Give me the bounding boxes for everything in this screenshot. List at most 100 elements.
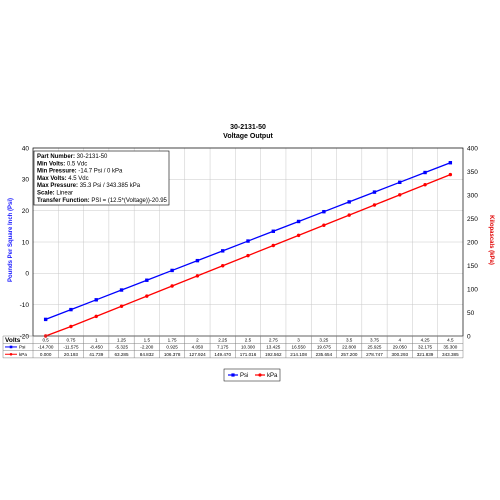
right-tick-label: 100 bbox=[467, 286, 478, 293]
table-cell: 257.200 bbox=[341, 352, 358, 357]
chart-subtitle: Voltage Output bbox=[223, 133, 273, 140]
table-cell: 41.739 bbox=[89, 352, 103, 357]
data-point-psi bbox=[423, 170, 427, 175]
left-tick-label: 20 bbox=[22, 208, 30, 215]
table-cell: 214.108 bbox=[290, 352, 307, 357]
data-table: Volts 0.5 0.75 1 1.25 1.5 1.75 2 2.25 2.5 2.75 3 3.2… bbox=[2, 335, 464, 359]
table-cell: 19.675 bbox=[317, 345, 331, 350]
x-tick-label: 3.5 bbox=[346, 337, 353, 342]
table-cell: 29.050 bbox=[393, 345, 407, 350]
left-tick-label: 10 bbox=[22, 239, 30, 246]
left-tick-label: 30 bbox=[22, 177, 30, 184]
info-value: 30-2131-50 bbox=[75, 154, 108, 160]
info-value: PSI = (12.5*(Voltage))-20.95 bbox=[90, 198, 168, 204]
table-cell: 16.550 bbox=[292, 345, 306, 350]
x-tick-label: 3.75 bbox=[370, 337, 379, 342]
table-cell: 171.016 bbox=[240, 352, 257, 357]
info-label: Min Pressure: bbox=[37, 169, 77, 175]
left-axis-ticks: -20 -10 0 10 20 30 40 bbox=[20, 145, 30, 340]
info-row: Scale: Linear bbox=[37, 191, 73, 197]
table-cell: 13.425 bbox=[266, 345, 280, 350]
legend-frame bbox=[223, 368, 281, 382]
data-point-kpa bbox=[448, 172, 453, 177]
table-cell: 278.747 bbox=[366, 352, 383, 357]
right-tick-label: 200 bbox=[467, 239, 478, 246]
x-axis-label: Volts bbox=[5, 337, 21, 344]
data-point-psi bbox=[296, 219, 301, 224]
data-point-psi bbox=[372, 190, 377, 194]
table-cell: 106.378 bbox=[164, 352, 181, 357]
left-tick-label: 0 bbox=[25, 271, 29, 278]
data-point-psi bbox=[94, 298, 98, 302]
info-label: Max Pressure: bbox=[37, 183, 78, 189]
info-label: Scale: bbox=[37, 191, 55, 197]
info-row: Max Volts: 4.5 Vdc bbox=[37, 176, 89, 182]
info-label: Transfer Function: bbox=[37, 198, 90, 204]
series-lines bbox=[43, 161, 453, 338]
table-cell: 149.470 bbox=[214, 352, 231, 357]
table-series-name: Psi bbox=[19, 345, 25, 350]
data-point-psi bbox=[347, 200, 351, 204]
table-cell: 63.285 bbox=[114, 352, 128, 357]
x-tick-label: 1.5 bbox=[144, 337, 151, 342]
data-point-kpa bbox=[94, 314, 98, 319]
data-point-psi bbox=[322, 209, 326, 214]
table-cell: 192.562 bbox=[265, 352, 282, 357]
left-tick-label: -10 bbox=[20, 302, 30, 309]
x-tick-label: 4.5 bbox=[447, 337, 454, 342]
right-tick-label: 350 bbox=[467, 169, 478, 176]
left-tick-label: -20 bbox=[20, 333, 30, 340]
chart-title: 30-2131-50 bbox=[230, 124, 266, 131]
data-point-psi bbox=[398, 180, 402, 185]
table-cell: 35.300 bbox=[443, 345, 457, 350]
info-row: Min Volts: 0.5 Vdc bbox=[37, 161, 87, 167]
legend-label-psi: Psi bbox=[240, 373, 248, 379]
info-row: Transfer Function: PSI = (12.5*(Voltage)… bbox=[37, 198, 168, 204]
right-axis-label: Kilopascals (kPa) bbox=[488, 215, 494, 265]
info-label: Max Volts: bbox=[37, 176, 67, 182]
info-value: 4.5 Vdc bbox=[67, 176, 89, 182]
data-point-kpa bbox=[398, 193, 402, 197]
right-tick-label: 150 bbox=[467, 263, 478, 270]
info-row: Part Number: 30-2131-50 bbox=[37, 154, 108, 160]
data-point-psi bbox=[246, 239, 250, 243]
data-point-psi bbox=[170, 268, 174, 273]
right-tick-label: 50 bbox=[467, 310, 475, 317]
left-tick-label: 40 bbox=[22, 145, 30, 152]
info-label: Part Number: bbox=[37, 154, 75, 160]
x-tick-label: 0.5 bbox=[42, 337, 49, 342]
info-value: Linear bbox=[55, 191, 73, 197]
data-point-psi bbox=[195, 258, 200, 263]
x-tick-label: 2.75 bbox=[269, 337, 278, 342]
legend-marker bbox=[231, 373, 235, 377]
table-cell: 321.839 bbox=[417, 352, 434, 357]
table-cell: 235.654 bbox=[316, 352, 333, 357]
x-tick-label: 4 bbox=[398, 337, 401, 342]
table-cell: 10.300 bbox=[241, 345, 255, 350]
data-point-psi bbox=[119, 288, 124, 292]
info-value: 0.5 Vdc bbox=[65, 161, 87, 167]
table-cell: 4.050 bbox=[192, 345, 204, 350]
x-tick-label: 2 bbox=[196, 337, 199, 342]
info-value: 35.3 Psi / 343.385 kPa bbox=[78, 183, 141, 189]
x-tick-label: 1.25 bbox=[117, 337, 126, 342]
data-point-kpa bbox=[322, 223, 326, 227]
table-cell: -5.325 bbox=[115, 345, 128, 350]
table-cell: 20.193 bbox=[64, 352, 78, 357]
data-point-psi bbox=[69, 307, 73, 312]
data-point-psi bbox=[145, 278, 149, 282]
table-legend-marker bbox=[9, 352, 13, 356]
legend: Psi kPa bbox=[223, 368, 281, 382]
info-value: -14.7 Psi / 0 kPa bbox=[77, 169, 123, 175]
data-point-kpa bbox=[221, 264, 225, 268]
x-tick-label: 2.25 bbox=[218, 337, 227, 342]
table-cell: -8.450 bbox=[90, 345, 103, 350]
table-cell: 84.832 bbox=[140, 352, 154, 357]
right-axis-ticks: 0 50 100 150 200 250 300 350 400 bbox=[467, 145, 478, 340]
right-tick-label: 0 bbox=[467, 333, 471, 340]
table-cell: 22.800 bbox=[342, 345, 356, 350]
table-cell: 300.293 bbox=[391, 352, 408, 357]
data-point-kpa bbox=[145, 294, 149, 298]
